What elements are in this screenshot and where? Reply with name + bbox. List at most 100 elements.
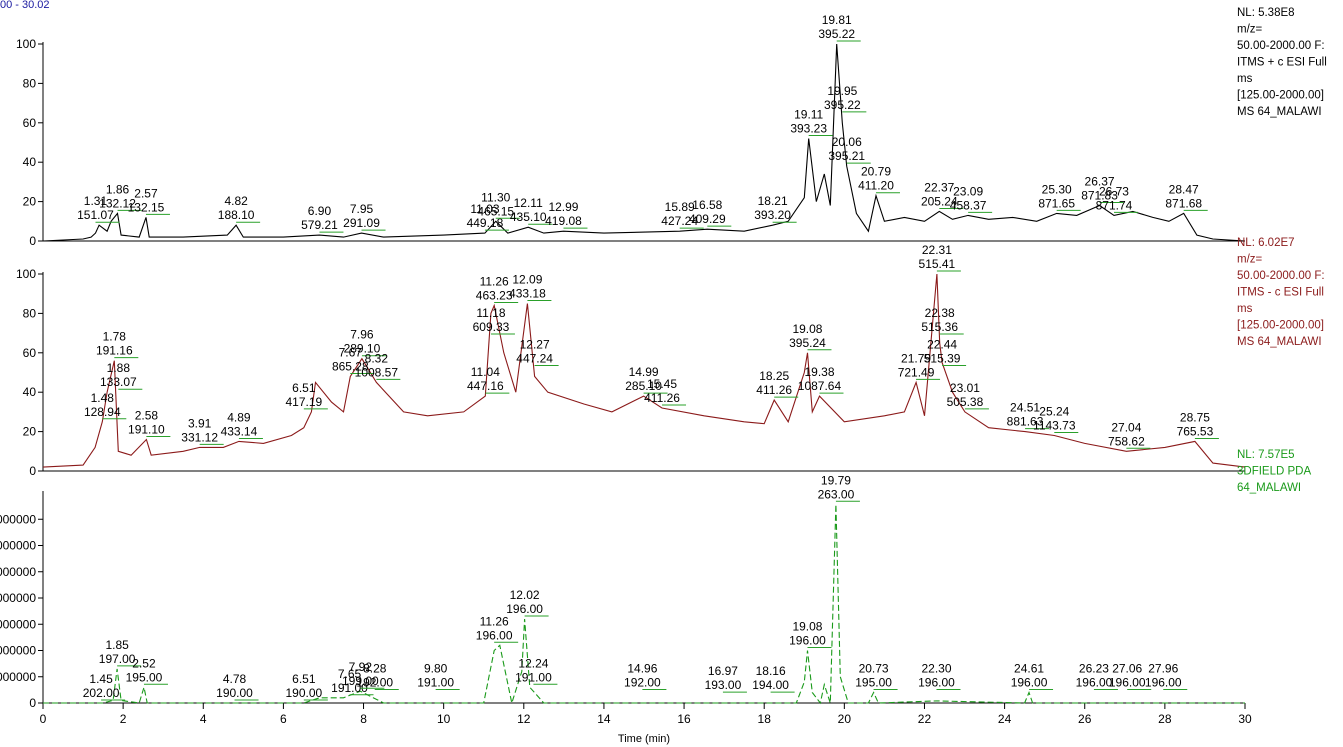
peak-mass: 194.00 (752, 678, 789, 692)
peak-mass: 192.00 (356, 676, 393, 690)
peak-mass: 395.22 (818, 27, 855, 41)
peak-mass: 865.28 (332, 359, 369, 373)
trace-info: 50.00-2000.00 F: (1237, 270, 1325, 282)
peak-mass: 409.29 (689, 212, 726, 226)
peak-mass: 196.00 (1109, 676, 1146, 690)
peak-time: 27.96 (1148, 662, 1178, 676)
peak-time: 3.91 (188, 416, 212, 430)
peak-mass: 458.37 (950, 198, 987, 212)
peak-time: 20.79 (861, 165, 891, 179)
peak-time: 22.38 (925, 306, 955, 320)
peak-mass: 449.18 (467, 216, 504, 230)
y-tick-label: 20 (23, 425, 37, 439)
trace-info: 64_MALAWI (1237, 482, 1301, 494)
peak-mass: 447.24 (516, 352, 553, 366)
peak-mass: 289.10 (344, 342, 381, 356)
peak-mass: 395.22 (824, 98, 861, 112)
peak-time: 7.65 (338, 667, 362, 681)
peak-mass: 758.62 (1108, 434, 1145, 448)
peak-time: 16.58 (692, 198, 722, 212)
peak-mass: 765.53 (1177, 424, 1214, 438)
peak-mass: 196.00 (506, 602, 543, 616)
peak-time: 28.47 (1169, 182, 1199, 196)
peak-mass: 1143.73 (1033, 419, 1076, 433)
peak-mass: 411.26 (644, 391, 680, 405)
peak-time: 7.67 (339, 345, 363, 359)
peak-time: 1.78 (103, 330, 127, 344)
peak-time: 22.44 (927, 338, 957, 352)
peak-mass: 202.00 (83, 686, 120, 700)
peak-time: 1.86 (106, 182, 130, 196)
peak-time: 23.09 (953, 184, 983, 198)
peak-mass: 395.21 (828, 149, 865, 163)
peak-mass: 435.10 (510, 210, 547, 224)
trace-info: ms (1237, 73, 1253, 85)
peak-mass: 205.24 (921, 194, 958, 208)
peak-mass: 515.41 (919, 257, 956, 271)
peak-mass: 609.33 (473, 320, 510, 334)
peak-mass: 196.00 (918, 676, 955, 690)
peak-time: 9.80 (424, 662, 448, 676)
peak-time: 12.02 (510, 588, 540, 602)
x-tick-label: 22 (918, 712, 932, 726)
peak-time: 25.24 (1039, 405, 1069, 419)
y-tick-label: 40 (23, 155, 37, 169)
peak-mass: 881.63 (1007, 415, 1044, 429)
peak-time: 6.90 (308, 204, 332, 218)
peak-time: 8.32 (365, 351, 389, 365)
peak-mass: 393.23 (790, 122, 827, 136)
peak-mass: 285.10 (625, 379, 662, 393)
peak-time: 4.89 (227, 410, 251, 424)
peak-time: 4.82 (224, 194, 248, 208)
peak-mass: 871.83 (1081, 189, 1118, 203)
peak-mass: 579.21 (301, 218, 338, 232)
peak-time: 19.08 (792, 322, 822, 336)
y-tick-label: 80 (23, 76, 37, 90)
trace-info: MS 64_MALAWI (1237, 336, 1322, 348)
peak-time: 6.51 (292, 672, 316, 686)
peak-time: 11.18 (476, 306, 505, 320)
peak-time: 14.99 (629, 365, 659, 379)
peak-time: 12.11 (514, 196, 543, 210)
trace-info: ms (1237, 303, 1253, 315)
y-tick-label: 100 (16, 267, 36, 281)
peak-time: 19.95 (827, 84, 857, 98)
peak-time: 2.52 (132, 656, 156, 670)
peak-mass: 132.12 (99, 196, 136, 210)
trace (43, 504, 1245, 706)
peak-mass: 193.00 (705, 678, 742, 692)
peak-time: 11.04 (471, 365, 500, 379)
peak-time: 22.31 (922, 243, 952, 257)
range-header: 00 - 30.02 (0, 0, 50, 11)
peak-time: 27.04 (1111, 420, 1141, 434)
peak-time: 21.79 (901, 351, 931, 365)
peak-mass: 191.00 (417, 676, 454, 690)
peak-mass: 196.00 (1076, 676, 1113, 690)
peak-time: 1.31 (84, 194, 108, 208)
peak-time: 1.88 (107, 361, 131, 375)
x-tick-label: 28 (1158, 712, 1172, 726)
x-tick-label: 16 (677, 712, 691, 726)
peak-time: 19.38 (804, 365, 834, 379)
x-tick-label: 18 (758, 712, 772, 726)
peak-time: 7.92 (349, 660, 373, 674)
peak-mass: 395.24 (789, 336, 826, 350)
trace-info: 3DFIELD PDA (1237, 466, 1311, 478)
peak-time: 19.79 (821, 473, 851, 487)
peak-mass: 331.12 (181, 430, 218, 444)
x-tick-label: 24 (998, 712, 1012, 726)
x-tick-label: 10 (437, 712, 451, 726)
peak-mass: 196.00 (476, 628, 513, 642)
peak-time: 26.23 (1079, 662, 1109, 676)
y-tick-label: 100 (16, 37, 36, 51)
peak-mass: 463.23 (476, 289, 513, 303)
trace-info: m/z= (1237, 254, 1263, 266)
peak-mass: 417.19 (285, 395, 322, 409)
peak-mass: 190.00 (285, 686, 322, 700)
peak-mass: 291.09 (343, 216, 380, 230)
x-tick-label: 2 (120, 712, 127, 726)
trace-info: NL: 6.02E7 (1237, 237, 1295, 249)
